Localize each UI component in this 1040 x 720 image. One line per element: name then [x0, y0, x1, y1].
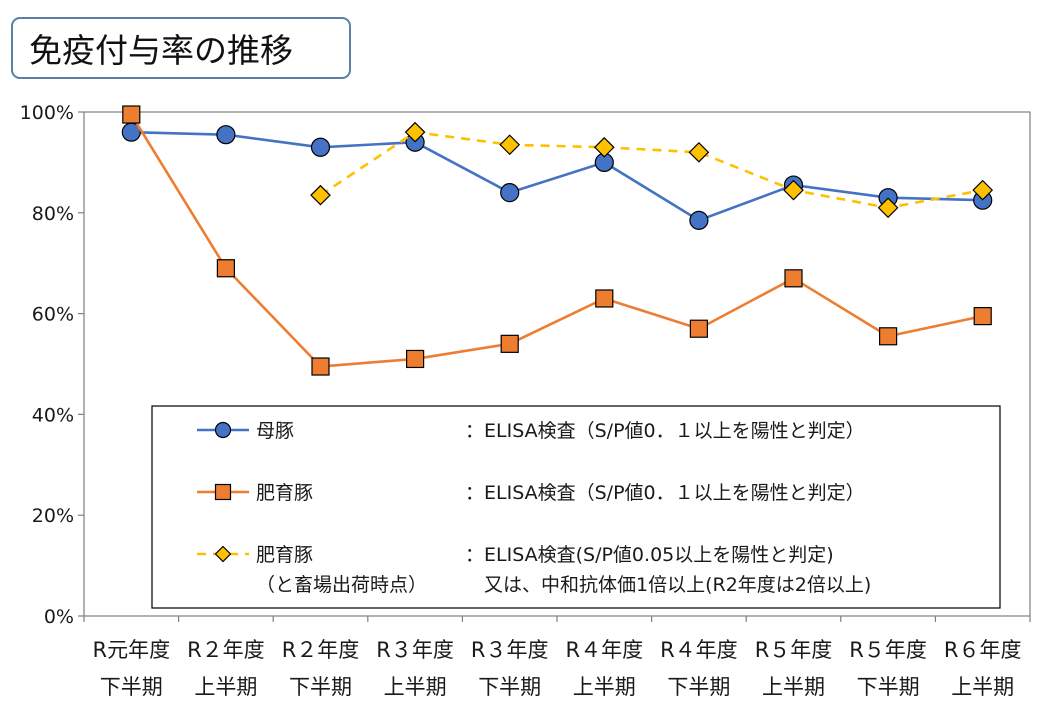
data-point	[783, 179, 804, 201]
series-3	[310, 121, 994, 219]
data-point	[784, 269, 803, 288]
legend-description: ：ELISA検査(S/P値0.05以上を陽性と判定)	[465, 544, 834, 566]
x-tick-label: R元年度	[93, 638, 171, 662]
legend: 母豚 ：ELISA検査（S/P値0．１以上を陽性と判定） 肥育豚 ：ELISA検査（S…	[151, 405, 1001, 609]
x-tick-label: 上半期	[384, 675, 447, 699]
y-tick-label: 100%	[20, 102, 74, 124]
x-tick-label: 下半期	[478, 675, 541, 699]
series-line	[130, 113, 983, 368]
x-tick-label: 上半期	[951, 675, 1014, 699]
series-line	[319, 130, 983, 210]
data-point	[311, 357, 330, 376]
data-point	[972, 179, 994, 201]
data-point	[593, 136, 615, 158]
legend-entry-3: 肥育豚 （と畜場出荷時点） ：ELISA検査(S/P値0.05以上を陽性と判定) 又は…	[197, 544, 871, 596]
data-point	[406, 349, 425, 369]
x-tick-label: 下半期	[667, 675, 730, 699]
legend-marker	[214, 421, 232, 439]
data-point	[216, 259, 235, 278]
chart-axes: 0%20%40%60%80%100%R元年度下半期R２年度上半期R２年度下半期R…	[20, 102, 1031, 699]
legend-series-name: 母豚	[256, 420, 294, 442]
data-point	[216, 125, 236, 145]
legend-marker	[214, 483, 232, 501]
data-point	[404, 121, 426, 143]
series-line	[131, 130, 983, 222]
data-point	[688, 141, 710, 163]
x-tick-label: 下半期	[857, 675, 920, 699]
legend-marker	[214, 545, 232, 563]
data-point	[499, 134, 521, 156]
legend-series-name-line2: （と畜場出荷時点）	[256, 574, 427, 596]
data-point	[973, 307, 992, 326]
x-tick-label: 下半期	[100, 675, 163, 699]
y-tick-label: 20%	[32, 505, 74, 527]
y-tick-label: 60%	[32, 304, 74, 326]
data-point	[310, 184, 331, 206]
data-point	[500, 334, 519, 353]
y-tick-label: 0%	[44, 606, 74, 628]
x-tick-label: 上半期	[762, 675, 825, 699]
legend-description: ：ELISA検査（S/P値0．１以上を陽性と判定）	[465, 482, 865, 504]
legend-entry-2: 肥育豚 ：ELISA検査（S/P値0．１以上を陽性と判定）	[197, 482, 865, 504]
legend-series-name: 肥育豚	[256, 482, 313, 504]
series-2	[122, 105, 992, 376]
legend-description: ：ELISA検査（S/P値0．１以上を陽性と判定）	[465, 420, 865, 442]
x-tick-label: R６年度	[944, 638, 1022, 662]
x-tick-label: R５年度	[849, 638, 927, 662]
data-point	[310, 137, 331, 157]
data-point	[877, 197, 899, 219]
data-point	[689, 210, 709, 230]
data-point	[689, 319, 709, 338]
legend-description-line2: 又は、中和抗体価1倍以上(R2年度は2倍以上)	[484, 574, 871, 596]
y-tick-label: 40%	[32, 404, 74, 426]
data-point	[500, 183, 520, 203]
x-tick-label: R５年度	[755, 638, 833, 662]
legend-box	[151, 405, 1001, 609]
x-tick-label: R２年度	[282, 638, 360, 662]
data-point	[878, 327, 898, 346]
x-tick-label: R２年度	[187, 638, 265, 662]
data-point	[122, 105, 141, 124]
series-1	[121, 122, 993, 230]
x-tick-label: 上半期	[573, 675, 636, 699]
x-tick-label: R４年度	[566, 638, 644, 662]
data-point	[595, 289, 614, 308]
x-tick-label: 下半期	[289, 675, 352, 699]
chart-title-box: 免疫付与率の推移	[11, 17, 351, 79]
x-tick-label: R４年度	[660, 638, 738, 662]
x-tick-label: 上半期	[194, 675, 257, 699]
legend-series-name: 肥育豚	[256, 544, 313, 566]
chart-title: 免疫付与率の推移	[29, 31, 293, 70]
legend-entry-1: 母豚 ：ELISA検査（S/P値0．１以上を陽性と判定）	[197, 420, 865, 442]
x-tick-label: R３年度	[376, 638, 454, 662]
x-tick-label: R３年度	[471, 638, 549, 662]
series-layer	[121, 105, 994, 376]
y-tick-label: 80%	[32, 203, 74, 225]
